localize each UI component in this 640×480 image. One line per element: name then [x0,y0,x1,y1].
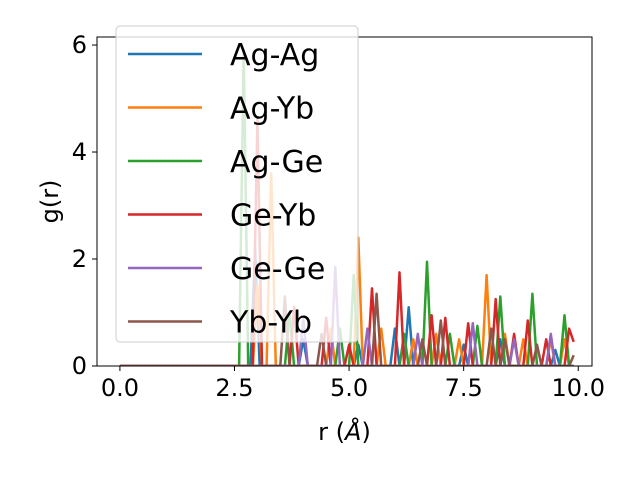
y-tick-label: 6 [72,31,87,59]
legend-box [115,25,359,343]
x-axis-label-text: r ( [318,418,345,446]
legend-label-yb-yb: Yb-Yb [229,306,312,341]
legend-label-ag-ag: Ag-Ag [230,38,319,73]
y-axis-label: g(r) [36,180,64,224]
x-axis-label-unit: Å [343,417,361,446]
x-tick-label: 7.5 [445,374,483,402]
legend: Ag-Ag Ag-Yb Ag-Ge Ge-Yb Ge-Ge Yb-Yb [115,25,359,343]
x-axis-label-close: ) [361,418,370,446]
legend-label-ge-yb: Ge-Yb [230,199,316,234]
series-line-ge-yb [119,118,575,366]
axis-ticks: 0.0 2.5 5.0 7.5 10.0 0 2 4 6 [72,31,605,402]
y-tick-label: 0 [72,352,87,380]
legend-label-ge-ge: Ge-Ge [230,252,325,287]
x-tick-label: 5.0 [330,374,368,402]
legend-items: Ag-Ag Ag-Yb Ag-Ge Ge-Yb Ge-Ge Yb-Yb [128,38,325,341]
y-tick-label: 2 [72,245,87,273]
series-layer [119,49,575,366]
series-line-yb-yb [119,292,575,366]
x-tick-label: 10.0 [552,374,605,402]
x-axis-label: r (Å) [318,417,371,446]
y-tick-label: 4 [72,138,87,166]
legend-label-ag-ge: Ag-Ge [230,145,323,180]
x-tick-label: 0.0 [101,374,139,402]
x-tick-label: 2.5 [215,374,253,402]
series-line-ag-yb [119,172,574,366]
legend-label-ag-yb: Ag-Yb [230,92,314,127]
series-line-ge-ge [119,265,574,366]
